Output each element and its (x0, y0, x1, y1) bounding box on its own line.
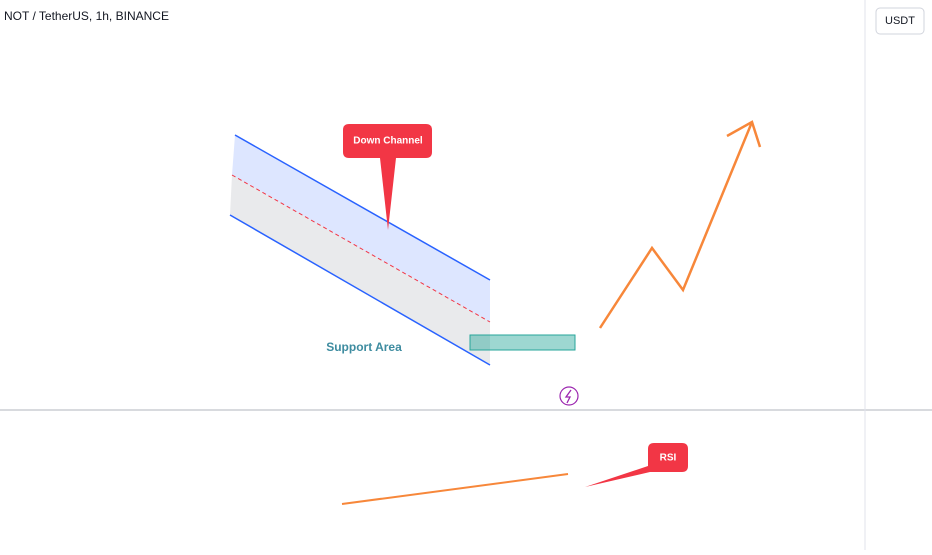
projection-arrow (598, 121, 754, 329)
rsi-trendline (341, 473, 569, 505)
event-bolt (564, 389, 572, 404)
channel-bottom (229, 214, 491, 366)
support-label: Support Area (326, 340, 402, 354)
channel-upper (232, 135, 490, 322)
callout-text: RSI (660, 453, 677, 464)
currency: USDT (885, 15, 915, 27)
channel-top (234, 134, 491, 281)
support-zone (469, 334, 576, 351)
callout-rsi (585, 443, 688, 487)
callout-text: Down Channel (353, 136, 423, 147)
channel-lower (230, 175, 490, 365)
channel-mid (231, 174, 491, 323)
callout-down-channel (343, 124, 432, 230)
arrow-head (726, 120, 762, 148)
label-bg (318, 339, 410, 357)
event-icon (559, 386, 579, 406)
currency-box (875, 7, 925, 35)
chart-title: NOT / TetherUS, 1h, BINANCE (4, 9, 169, 23)
